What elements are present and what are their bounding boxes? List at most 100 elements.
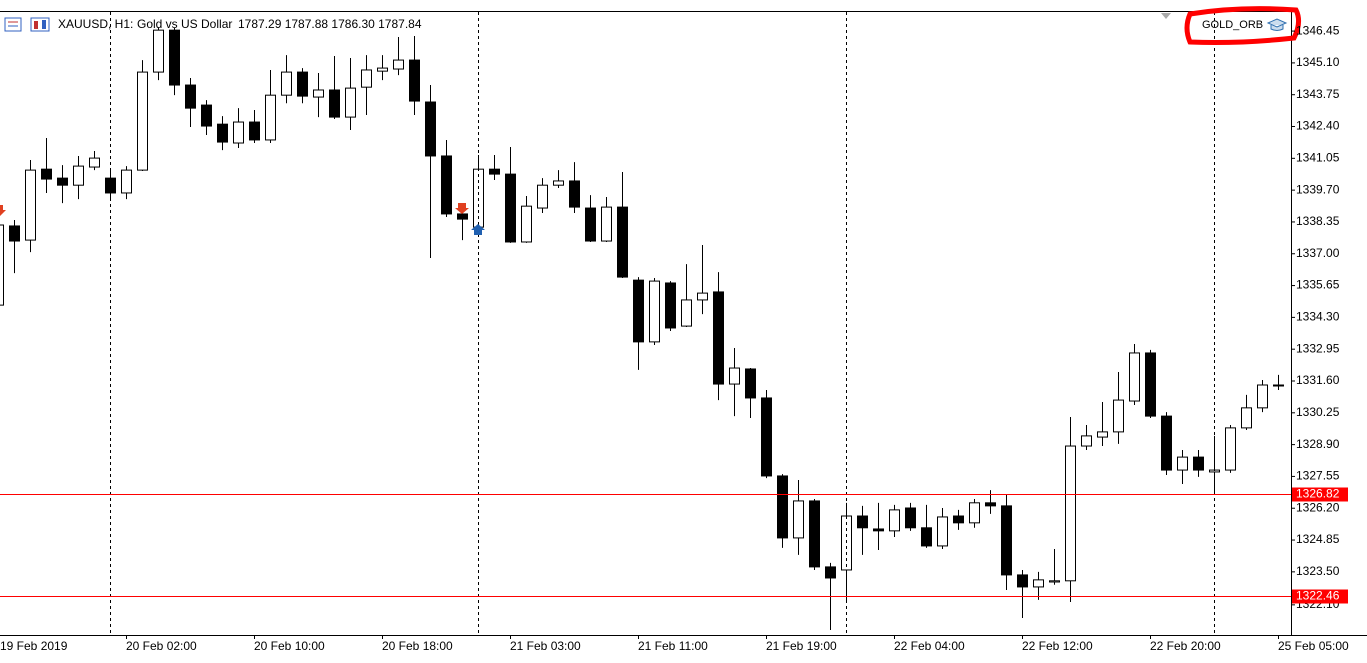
y-tick-label: 1334.30 (1296, 310, 1340, 324)
candle-body (233, 121, 244, 144)
candle-body (793, 500, 804, 539)
chart-subtitle: Gold vs US Dollar (137, 17, 232, 31)
candle-body (537, 184, 548, 209)
candle-body (89, 157, 100, 168)
candle-body (217, 123, 228, 143)
level-label-bg (1292, 487, 1348, 502)
candle-body (9, 225, 20, 242)
candle-body (1017, 574, 1028, 588)
candle-body (1001, 505, 1012, 576)
y-tick-label: 1326.20 (1296, 500, 1340, 514)
candle-body (761, 397, 772, 477)
candle-body (425, 101, 436, 157)
x-tick-label: 20 Feb 02:00 (126, 639, 197, 653)
candle-body (0, 224, 4, 306)
shift-marker (1161, 13, 1171, 19)
candle-body (201, 104, 212, 127)
y-tick-label: 1327.55 (1296, 469, 1340, 483)
candle-body (1145, 352, 1156, 417)
candle-body (313, 89, 324, 98)
candle-body (521, 205, 532, 243)
candle-body (569, 180, 580, 208)
candle-body (1033, 579, 1044, 588)
candle-body (729, 367, 740, 385)
icon (34, 21, 38, 29)
y-tick-label: 1341.05 (1296, 150, 1340, 164)
y-tick-label: 1323.50 (1296, 564, 1340, 578)
candle-body (1161, 415, 1172, 471)
y-tick-label: 1328.90 (1296, 437, 1340, 451)
y-tick-label: 1331.60 (1296, 373, 1340, 387)
x-tick-label: 22 Feb 20:00 (1150, 639, 1221, 653)
y-tick-label: 1345.10 (1296, 55, 1340, 69)
candle-body (441, 155, 452, 215)
candle-body (905, 507, 916, 529)
candle-body (1257, 384, 1268, 409)
candle-body (393, 59, 404, 70)
candle-body (969, 502, 980, 524)
candle-body (265, 94, 276, 141)
candle-body (1113, 399, 1124, 433)
sell-arrow (0, 205, 6, 216)
candle-body (617, 206, 628, 278)
candle-body (121, 169, 132, 194)
candle-body (1097, 431, 1108, 438)
candle-body (345, 87, 356, 118)
y-tick-label: 1330.25 (1296, 405, 1340, 419)
candle-body (281, 71, 292, 96)
candle-body (505, 173, 516, 243)
candle-body (73, 165, 84, 186)
candle-body (1065, 445, 1076, 582)
icon (4, 17, 22, 32)
candle-body (457, 213, 468, 220)
candle-body (169, 29, 180, 86)
candle-body (889, 509, 900, 532)
x-tick-label: 25 Feb 05:00 (1278, 639, 1349, 653)
chart-title: XAUUSD, H1: (58, 17, 133, 31)
candle-body (553, 180, 564, 186)
candle-body (1049, 580, 1060, 583)
candle-body (585, 207, 596, 242)
candle-body (41, 168, 52, 180)
icon (30, 17, 50, 32)
highlight-circle (1184, 6, 1302, 45)
plot-area (0, 28, 1284, 631)
y-tick-label: 1324.85 (1296, 532, 1340, 546)
candle-body (665, 282, 676, 329)
candle-body (857, 515, 868, 529)
candle-body (985, 502, 996, 507)
candle-body (777, 475, 788, 539)
candle-body (297, 71, 308, 97)
y-tick-label: 1338.35 (1296, 214, 1340, 228)
candle-body (825, 566, 836, 579)
y-tick-label: 1342.40 (1296, 119, 1340, 133)
candle-body (681, 299, 692, 327)
candle-body (713, 291, 724, 385)
candle-body (1081, 435, 1092, 447)
icon (42, 20, 46, 29)
candle-body (185, 84, 196, 109)
expert-icon (1266, 18, 1288, 31)
x-tick-label: 19 Feb 2019 (0, 639, 68, 653)
candle-body (361, 69, 372, 88)
level-label: 1326.82 (1296, 487, 1340, 501)
candle-body (937, 516, 948, 547)
y-tick-label: 1343.75 (1296, 87, 1340, 101)
buy-arrow (471, 224, 485, 235)
candle-body (633, 279, 644, 343)
expert-name: GOLD_ORB (1202, 19, 1263, 31)
candle-body (329, 89, 340, 118)
candle-body (249, 121, 260, 141)
candle-body (153, 29, 164, 73)
candle-body (57, 177, 68, 186)
candle-body (697, 292, 708, 301)
level-label: 1322.46 (1296, 589, 1340, 603)
x-tick-label: 20 Feb 18:00 (382, 639, 453, 653)
sell-arrow (455, 203, 469, 214)
x-tick-label: 20 Feb 10:00 (254, 639, 325, 653)
level-label-bg (1292, 589, 1348, 604)
symbol-icons (4, 17, 50, 32)
